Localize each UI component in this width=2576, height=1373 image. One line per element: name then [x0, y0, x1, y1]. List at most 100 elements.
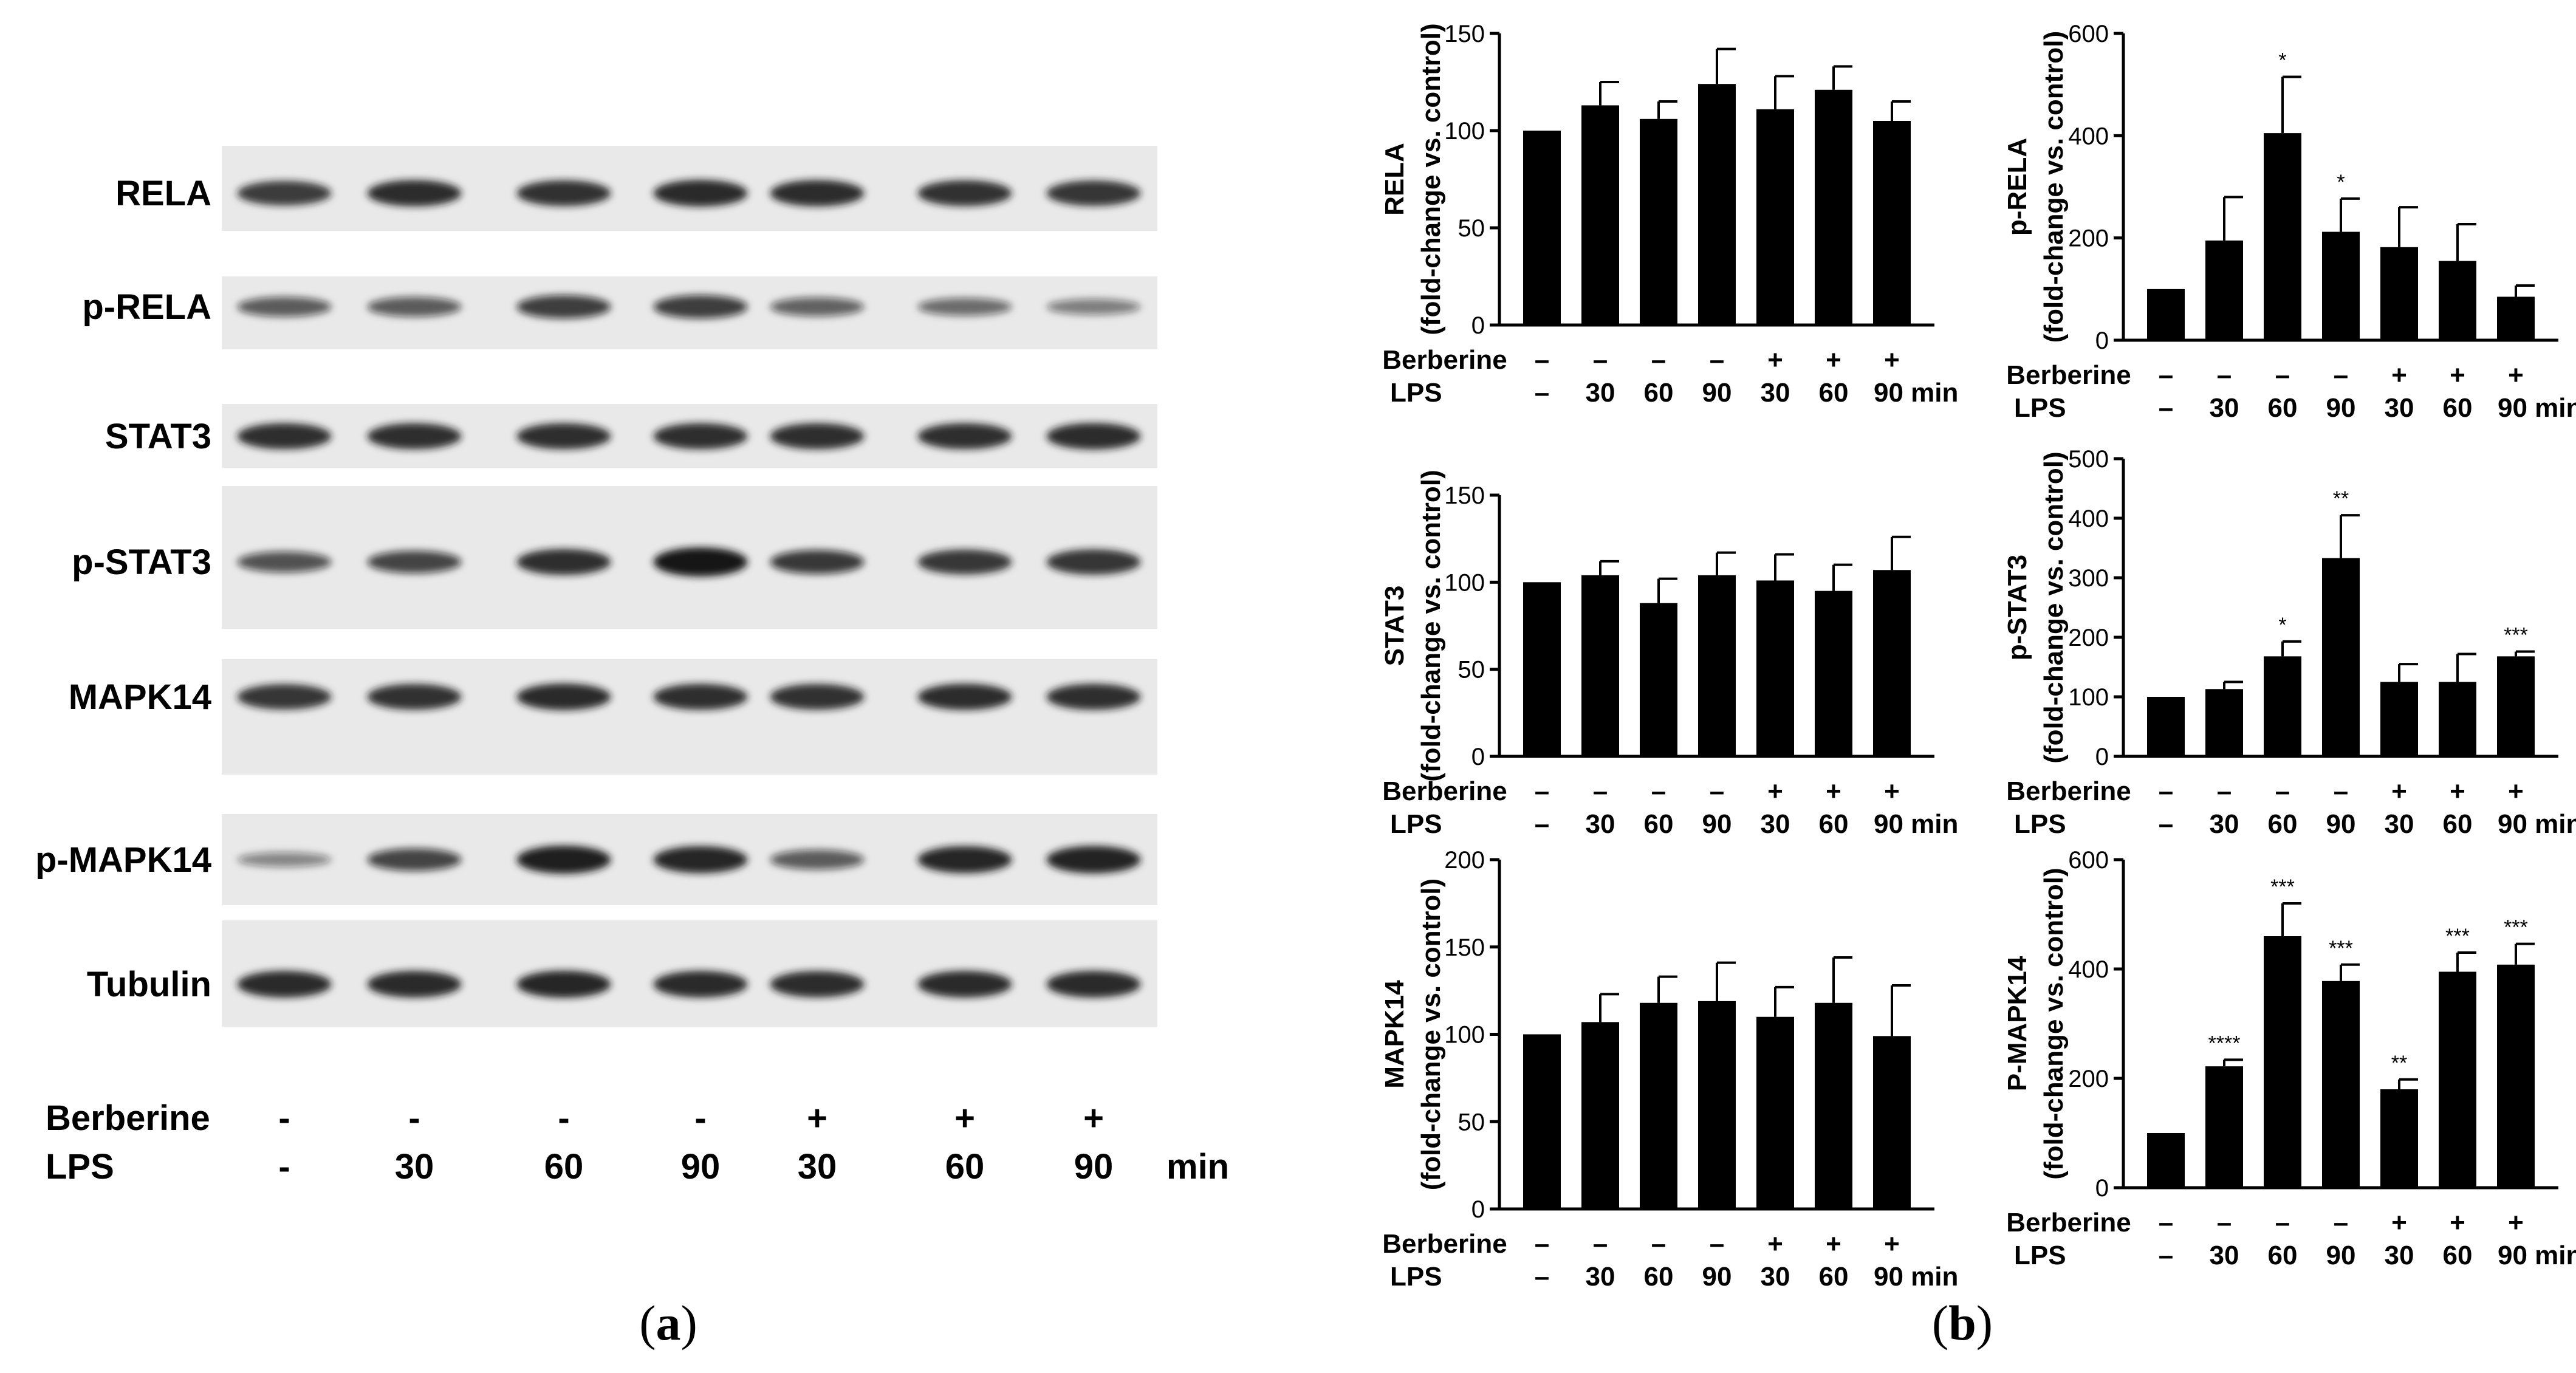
lps-label: LPS: [1390, 1262, 1442, 1292]
significance-marker: ***: [2504, 916, 2528, 939]
bar: [1815, 1002, 1852, 1209]
blot-band: [516, 845, 611, 874]
blot-label: RELA: [115, 174, 211, 213]
significance-marker: ***: [2270, 875, 2295, 899]
blot-band: [367, 180, 462, 207]
blot-row-rela: RELA: [115, 146, 1157, 231]
lps-value: 60: [544, 1147, 584, 1186]
lps-value: 30: [2210, 809, 2239, 839]
bar: [2205, 689, 2243, 756]
blot-band: [917, 846, 1012, 874]
berberine-value: -: [278, 1098, 290, 1138]
y-tick-label: 400: [2068, 505, 2109, 532]
berberine-value: –: [1710, 1229, 1724, 1259]
western-blot-panel: RELA p-RELA STAT3 p-STAT3 MAPK14 p-MAPK14 Tubu…: [35, 146, 1229, 1351]
lps-value: 30: [395, 1147, 434, 1186]
berberine-value: +: [2508, 776, 2524, 806]
blot-band: [367, 848, 462, 871]
blot-band: [1046, 971, 1141, 998]
lps-value: 30: [1761, 1262, 1790, 1292]
lps-label: LPS: [1390, 809, 1442, 839]
berberine-value: +: [1767, 1229, 1783, 1259]
y-axis-subtitle: (fold-change vs. control): [2039, 868, 2069, 1179]
bar: [2380, 1089, 2418, 1188]
blot-label: p-RELA: [82, 287, 211, 327]
berberine-value: +: [2450, 1208, 2465, 1238]
berberine-value: +: [1767, 776, 1783, 806]
lps-value: 30: [2210, 1241, 2239, 1270]
blot-band: [1046, 846, 1141, 874]
y-tick-label: 0: [2095, 1175, 2109, 1202]
blot-band: [770, 550, 865, 574]
blot-band: [1046, 549, 1141, 575]
blot-band: [367, 683, 462, 710]
bar: [1640, 603, 1677, 756]
lps-value: 60: [2443, 1241, 2473, 1270]
bar: [1873, 121, 1911, 325]
berberine-value: –: [1710, 776, 1724, 806]
bar: [2264, 133, 2301, 340]
blot-band: [917, 683, 1012, 710]
berberine-value: -: [408, 1098, 420, 1138]
blot-band: [770, 683, 865, 710]
blot-band: [367, 296, 462, 317]
blot-band: [917, 423, 1012, 450]
bar: [1581, 105, 1619, 325]
y-tick-label: 200: [2068, 1066, 2109, 1092]
blot-band: [770, 180, 865, 207]
bar: [2147, 1133, 2185, 1188]
panel-a-label: (a): [639, 1295, 697, 1351]
unit-label: min: [1166, 1147, 1229, 1186]
significance-marker: *: [2337, 171, 2345, 194]
berberine-value: +: [1826, 776, 1841, 806]
y-axis-subtitle: (fold-change vs. control): [2039, 31, 2069, 343]
berberine-value: –: [2217, 1208, 2232, 1238]
bar: [2264, 656, 2301, 756]
y-tick-label: 200: [2068, 225, 2109, 252]
blot-band: [237, 852, 332, 868]
berberine-label: Berberine: [2006, 360, 2131, 390]
y-tick-label: 100: [1444, 1022, 1485, 1049]
lps-value: 60: [1819, 809, 1849, 839]
blot-band: [237, 423, 332, 450]
berberine-value: –: [1651, 776, 1666, 806]
berberine-value: +: [807, 1098, 827, 1138]
lps-value: 30: [1586, 809, 1615, 839]
bar: [1756, 109, 1794, 326]
berberine-value: –: [1593, 1229, 1608, 1259]
bar: [1523, 1034, 1561, 1209]
berberine-label: Berberine: [2006, 776, 2131, 806]
berberine-value: -: [694, 1098, 706, 1138]
y-tick-label: 0: [1471, 312, 1485, 339]
lps-value: 90 min: [2498, 393, 2576, 423]
berberine-value: +: [1826, 345, 1841, 375]
bar: [1523, 582, 1561, 756]
lps-value: 60: [945, 1147, 985, 1186]
bar: [1873, 570, 1911, 756]
blot-treatment-labels: Berberine LPS - - - - + + + - 30 60 90 30 60 90 min: [46, 1098, 1229, 1186]
y-axis-title: RELA: [1380, 143, 1410, 216]
blot-band: [770, 849, 865, 870]
y-tick-label: 500: [2068, 446, 2109, 473]
lps-value: 60: [2268, 393, 2298, 423]
bar: [1873, 1036, 1911, 1209]
blot-band: [516, 180, 611, 207]
y-axis-subtitle: (fold-change vs. control): [1416, 23, 1446, 335]
berberine-value: –: [2334, 776, 2348, 806]
berberine-value: +: [2450, 776, 2465, 806]
significance-marker: ****: [2208, 1032, 2241, 1055]
berberine-value: +: [1826, 1229, 1841, 1259]
lps-value: 30: [1761, 809, 1790, 839]
significance-marker: **: [2333, 487, 2349, 510]
bar: [1581, 575, 1619, 756]
blot-band: [653, 295, 748, 319]
y-axis-subtitle: (fold-change vs. control): [1416, 878, 1446, 1190]
y-tick-label: 50: [1458, 1109, 1485, 1135]
lps-value: 90 min: [1874, 1262, 1958, 1292]
bar: [2205, 240, 2243, 340]
y-tick-label: 150: [1444, 482, 1485, 509]
bar: [2147, 697, 2185, 756]
berberine-label: Berberine: [1382, 776, 1507, 806]
berberine-value: –: [2159, 360, 2173, 390]
